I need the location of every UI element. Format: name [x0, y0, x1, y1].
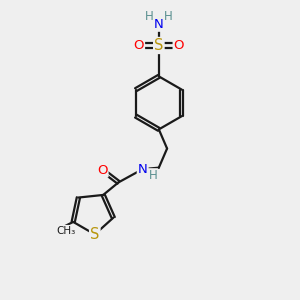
Text: O: O	[134, 39, 144, 52]
Text: O: O	[97, 164, 108, 176]
Text: N: N	[138, 163, 148, 176]
Text: N: N	[154, 18, 164, 31]
Text: H: H	[148, 169, 157, 182]
Text: S: S	[154, 38, 164, 53]
Text: H: H	[164, 10, 172, 22]
Text: CH₃: CH₃	[56, 226, 75, 236]
Text: H: H	[145, 10, 154, 22]
Text: S: S	[90, 227, 100, 242]
Text: O: O	[174, 39, 184, 52]
